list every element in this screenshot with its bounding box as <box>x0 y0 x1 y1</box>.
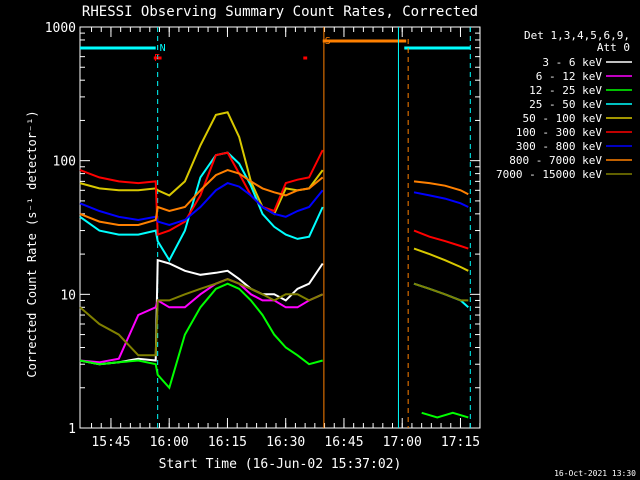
plot-frame <box>79 26 481 429</box>
x-axis-label: Start Time (16-Jun-02 15:37:02) <box>159 457 402 472</box>
x-tick-label: 16:45 <box>324 435 363 450</box>
series-line <box>421 411 469 419</box>
series-line <box>79 278 324 364</box>
y-tick-label: 100 <box>53 155 76 170</box>
series-line <box>79 278 324 357</box>
y-tick-label: 1000 <box>45 21 76 36</box>
legend-entry-label: 300 - 800 keV <box>516 140 602 153</box>
marker-label: S <box>325 36 331 47</box>
series-line <box>79 258 324 366</box>
marker-label: F <box>154 53 160 64</box>
series-line <box>413 180 469 196</box>
footer-timestamp: 16-Oct-2021 13:30 <box>554 469 636 478</box>
x-tick-label: 16:00 <box>150 435 189 450</box>
series-line <box>413 247 469 272</box>
legend-entry-label: 50 - 100 keV <box>523 112 603 125</box>
x-tick-label: 15:45 <box>91 435 130 450</box>
legend-entry-label: 6 - 12 keV <box>536 70 603 83</box>
series-line <box>79 149 324 236</box>
series-line <box>79 282 323 390</box>
series-line <box>413 191 469 208</box>
series-line <box>79 182 324 227</box>
legend-entry-label: 12 - 25 keV <box>529 84 602 97</box>
legend-entry-label: 100 - 300 keV <box>516 126 602 139</box>
y-tick-label: 10 <box>60 288 76 303</box>
marker-label: N <box>160 43 166 54</box>
y-tick-label: 1 <box>68 422 76 437</box>
plot-area: 1 10 100 1000 15:45 16:00 16:15 16:30 16:45 17:00… <box>45 21 481 450</box>
legend-entry-label: 25 - 50 keV <box>529 98 602 111</box>
x-tick-label: 16:15 <box>208 435 247 450</box>
series-line <box>413 282 469 302</box>
x-tick-label: 17:15 <box>441 435 480 450</box>
series-line <box>79 169 324 226</box>
x-tick-label: 17:00 <box>383 435 422 450</box>
x-tick-label: 16:30 <box>266 435 305 450</box>
legend-header: Det 1,3,4,5,6,9,Att 0 <box>524 29 630 54</box>
legend-entry-label: 7000 - 15000 keV <box>496 168 602 181</box>
legend-header-line: Att 0 <box>597 41 630 54</box>
legend-entry-label: 800 - 7000 keV <box>509 154 602 167</box>
y-axis-label: Corrected Count Rate (s⁻¹ detector⁻¹) <box>25 110 39 377</box>
series-line <box>413 229 469 250</box>
chart-title: RHESSI Observing Summary Count Rates, Co… <box>82 4 478 20</box>
legend-entry-label: 3 - 6 keV <box>542 56 602 69</box>
legend-header-line: Det 1,3,4,5,6,9, <box>524 29 630 42</box>
series-line <box>79 111 324 216</box>
